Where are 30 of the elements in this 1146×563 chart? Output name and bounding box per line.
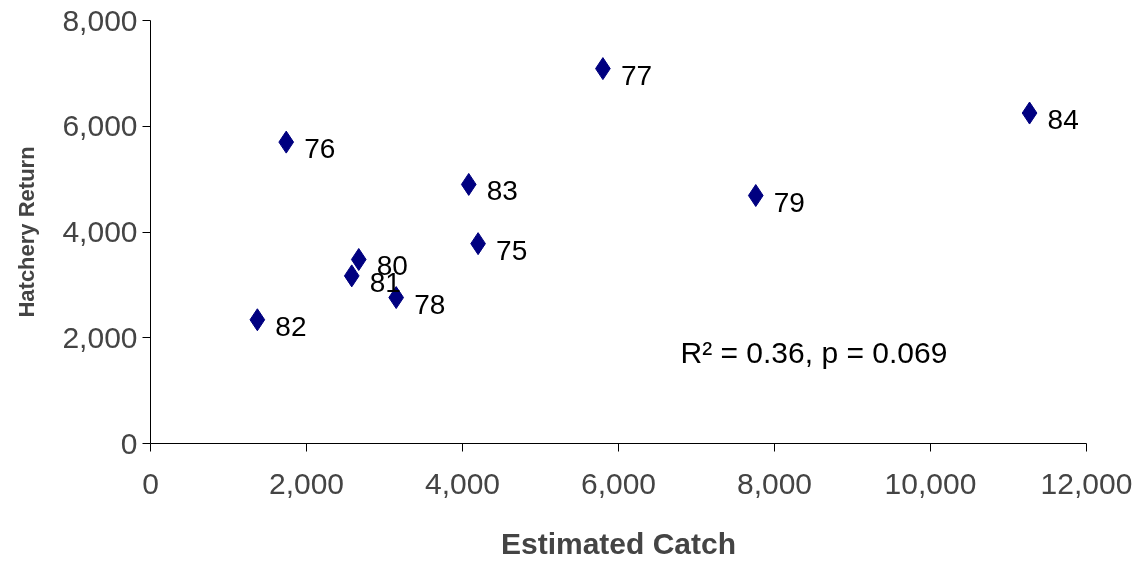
x-tick-label: 6,000 — [580, 466, 657, 500]
annotation: 78 — [414, 288, 446, 320]
x-tick-label: 10,000 — [884, 466, 977, 500]
annotation: 77 — [620, 59, 653, 91]
annotation: 75 — [496, 234, 528, 266]
y-tick-label: 8,000 — [62, 3, 138, 37]
x-tick-label: 4,000 — [424, 466, 501, 500]
point — [278, 130, 295, 154]
point — [460, 172, 477, 196]
x-tick-label: 12,000 — [1040, 466, 1133, 500]
point — [249, 308, 266, 332]
annotation: 76 — [304, 133, 336, 165]
y-tick-label: 4,000 — [62, 215, 138, 248]
point — [747, 184, 764, 208]
x-tick-label: 0 — [142, 466, 159, 500]
annotation: R² = 0.36, p = 0.069 — [680, 335, 948, 369]
point — [1021, 101, 1038, 125]
y-tick-label: 2,000 — [62, 320, 138, 354]
annotation: 82 — [275, 310, 307, 342]
annotation: 84 — [1047, 104, 1079, 136]
point — [350, 247, 367, 271]
x-tick-label: 8,000 — [736, 466, 813, 500]
x-tick-label: 2,000 — [268, 466, 345, 500]
y-axis-title: Hatchery Return — [14, 146, 40, 318]
y-tick-label: 6,000 — [62, 109, 138, 143]
annotation: 83 — [486, 175, 518, 207]
point — [343, 264, 360, 288]
annotation: 79 — [773, 186, 805, 218]
y-tick-label: 0 — [120, 426, 138, 460]
x-axis-title: Estimated Catch — [500, 526, 737, 560]
